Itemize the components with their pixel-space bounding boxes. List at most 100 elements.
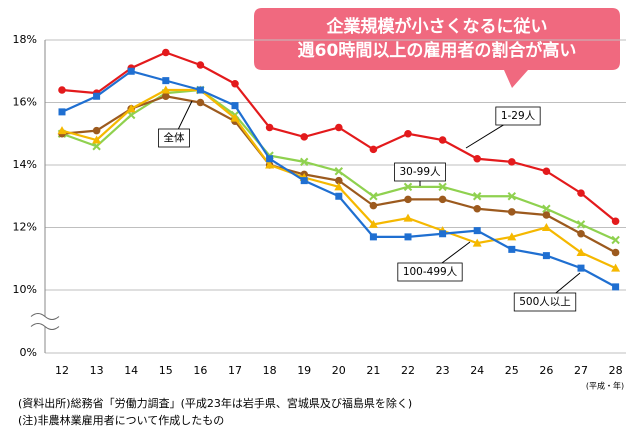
x-tick-label: 15 (159, 364, 173, 377)
x-tick-label: 25 (505, 364, 519, 377)
x-tick-label: 26 (539, 364, 553, 377)
series-label: 100-499人 (403, 266, 458, 278)
point (335, 192, 343, 200)
point (438, 182, 447, 192)
callout-text: 週60時間以上の雇用者の割合が高い (298, 40, 577, 61)
point (577, 264, 585, 272)
series-label-box (513, 292, 577, 312)
point (196, 98, 205, 107)
x-tick-label: 22 (401, 364, 415, 377)
point (369, 145, 378, 154)
axis-break (30, 323, 60, 330)
point (404, 195, 412, 204)
point (334, 182, 344, 191)
point (92, 126, 101, 135)
x-tick-label: 20 (332, 364, 346, 377)
point (368, 219, 378, 228)
point (334, 167, 344, 176)
point (542, 211, 551, 219)
x-tick-label: 24 (470, 364, 484, 377)
point (542, 252, 550, 260)
point (507, 192, 517, 201)
point (369, 233, 377, 241)
series-label: 1-29人 (501, 110, 536, 122)
x-tick-label: 14 (124, 364, 138, 377)
point (508, 158, 516, 166)
x-tick-label: 27 (574, 364, 588, 377)
point (576, 248, 586, 256)
point (231, 102, 239, 110)
point (369, 192, 378, 201)
point (265, 160, 275, 169)
point (542, 167, 551, 176)
note: (注)非農林業雇用者について作成したもの (18, 413, 224, 427)
point (542, 204, 551, 213)
x-tick-label: 13 (90, 364, 104, 377)
point (299, 157, 309, 167)
point (162, 48, 170, 57)
x-tick-label: 28 (609, 364, 623, 377)
point (611, 235, 620, 245)
point (611, 248, 620, 257)
point (161, 85, 171, 94)
x-tick-label: 16 (193, 364, 207, 377)
y-tick-label: 12% (13, 221, 37, 234)
series-label-box (394, 162, 446, 182)
point (472, 192, 482, 201)
point (266, 155, 274, 163)
point (93, 92, 101, 100)
point (611, 217, 620, 226)
point (576, 220, 586, 229)
point (473, 227, 481, 235)
note: (資料出所)総務省「労働力調査」(平成23年は岩手県、宮城県及び福島県を除く) (18, 396, 412, 410)
point (473, 154, 482, 163)
x-tick-label: 18 (263, 364, 277, 377)
y-tick-label: 10% (13, 283, 37, 296)
point (403, 213, 413, 222)
point (335, 176, 343, 185)
point (231, 79, 239, 88)
point (127, 67, 135, 75)
point (404, 233, 412, 241)
point (300, 133, 309, 141)
point (541, 223, 551, 231)
x-tick-label: 12 (55, 364, 69, 377)
point (335, 123, 343, 132)
series-label-box (397, 262, 463, 282)
x-tick-label: 19 (297, 364, 311, 377)
y-tick-label: 16% (13, 96, 37, 109)
point (577, 229, 585, 238)
point (472, 238, 482, 247)
point (438, 136, 447, 144)
point (403, 182, 413, 192)
axis-break (30, 313, 60, 320)
axis-break (31, 316, 59, 327)
point (611, 263, 621, 272)
x-tick-label: 17 (228, 364, 242, 377)
series-label: 500人以上 (519, 296, 571, 308)
point (162, 77, 170, 85)
series-label: 30-99人 (399, 166, 441, 178)
point (473, 204, 482, 213)
y-tick-label: 14% (13, 158, 37, 171)
point (369, 201, 378, 210)
point (92, 142, 101, 151)
point (300, 177, 308, 185)
point (196, 61, 205, 69)
point (507, 232, 517, 241)
point (439, 230, 447, 238)
point (612, 283, 620, 291)
point (58, 86, 66, 94)
callout-text: 企業規模が小さくなるに従い (326, 16, 548, 37)
point (508, 208, 516, 216)
point (162, 92, 170, 101)
point (126, 104, 136, 113)
point (58, 108, 66, 116)
point (230, 113, 240, 122)
series-label-box (495, 106, 541, 126)
y-tick-label: 0% (20, 346, 37, 359)
y-tick-label: 18% (13, 33, 37, 46)
x-tick-label: 21 (366, 364, 380, 377)
